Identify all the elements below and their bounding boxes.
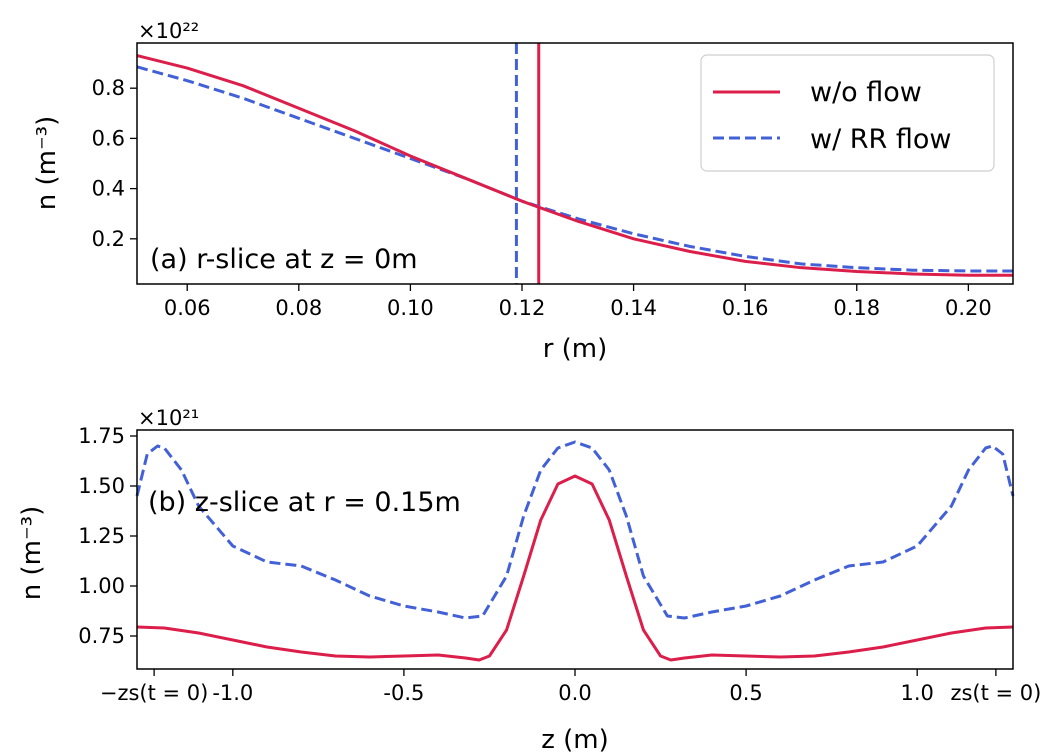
legend-label-wo-flow: w/o flow — [810, 77, 922, 108]
panel-b-xtick-label: 1.0 — [900, 681, 933, 705]
panel-a-y-ticks: 0.2 0.4 0.6 0.8 — [92, 76, 137, 251]
panel-b-line-w-o-flow — [136, 474, 1014, 662]
panel-b-xtick-label: -1.0 — [212, 681, 253, 705]
panel-b-ytick-label: 1.00 — [78, 574, 125, 598]
panel-a-ytick-label: 0.4 — [92, 177, 125, 201]
panel-a-x-ticks: 0.06 0.08 0.10 0.12 0.14 0.16 0.18 0.20 — [164, 284, 992, 320]
panel-a-xtick-label: 0.18 — [833, 296, 880, 320]
panel-a-ytick-label: 0.8 — [92, 76, 125, 100]
panel-a-frame — [136, 42, 1014, 285]
panel-a-xtick-label: 0.10 — [387, 296, 434, 320]
panel-b-ytick-label: 1.50 — [78, 474, 125, 498]
panel-b-ytick-label: 0.75 — [78, 624, 125, 648]
panel-a-xtick-label: 0.08 — [275, 296, 322, 320]
panel-b-series — [135, 440, 1015, 662]
panel-a-annotation: (a) r-slice at z = 0m — [150, 244, 418, 275]
panel-a-xtick-label: 0.16 — [722, 296, 769, 320]
panel-a-xtick-label: 0.14 — [610, 296, 657, 320]
panel-b-x-axis-label: z (m) — [541, 725, 609, 755]
panel-a-yscale-label: ×10²² — [138, 19, 199, 43]
panel-b-xtick-label: -0.5 — [383, 681, 424, 705]
panel-a-threshold-lines — [514, 43, 541, 284]
panel-b-annotation: (b) z-slice at r = 0.15m — [148, 487, 461, 518]
panel-b-line-w-rr-flow — [135, 440, 1015, 620]
panel-a-line-w-rr-flow — [136, 65, 1013, 273]
panel-b-xtick-label: 0.5 — [729, 681, 762, 705]
panel-a-xtick-label: 0.20 — [945, 296, 992, 320]
panel-a-x-axis-label: r (m) — [543, 334, 608, 364]
panel-b-ytick-label: 1.25 — [78, 524, 125, 548]
legend-box — [700, 54, 995, 172]
panel-b-frame — [136, 429, 1014, 670]
panel-a-line-w-o-flow — [136, 54, 1013, 277]
panel-b-xtick-label: 0.0 — [558, 681, 591, 705]
panel-b-y-axis-label: n (m⁻³) — [17, 506, 47, 601]
panel-a-y-axis-label: n (m⁻³) — [32, 116, 62, 211]
panel-b-ytick-label: 1.75 — [78, 424, 125, 448]
panel-b-xtick-label: −zs(t = 0) — [100, 681, 209, 705]
panel-a-xtick-label: 0.06 — [164, 296, 211, 320]
panel-b-zslice: ×10²¹ −zs(t = 0) -1.0 -0.5 0.0 0.5 1.0 zs(t = … — [17, 406, 1041, 755]
panel-a-ytick-label: 0.6 — [92, 126, 125, 150]
panel-a-rslice: ×10²² 0.06 0.08 0.10 0.12 0.14 0.16 0.18 0.20 0… — [32, 19, 1014, 364]
panel-b-x-ticks: −zs(t = 0) -1.0 -0.5 0.0 0.5 1.0 zs(t = 0) — [100, 669, 1041, 705]
legend-label-rr-flow: w/ RR flow — [810, 124, 951, 155]
panel-a-xtick-label: 0.12 — [499, 296, 546, 320]
panel-a-ytick-label: 0.2 — [92, 227, 125, 251]
panel-b-xtick-label: zs(t = 0) — [950, 681, 1041, 705]
panel-b-y-ticks: 0.75 1.00 1.25 1.50 1.75 — [78, 424, 137, 648]
panel-a-series — [136, 54, 1013, 277]
legend: w/o flow w/ RR flow — [700, 54, 995, 172]
panel-b-yscale-label: ×10²¹ — [138, 406, 199, 430]
